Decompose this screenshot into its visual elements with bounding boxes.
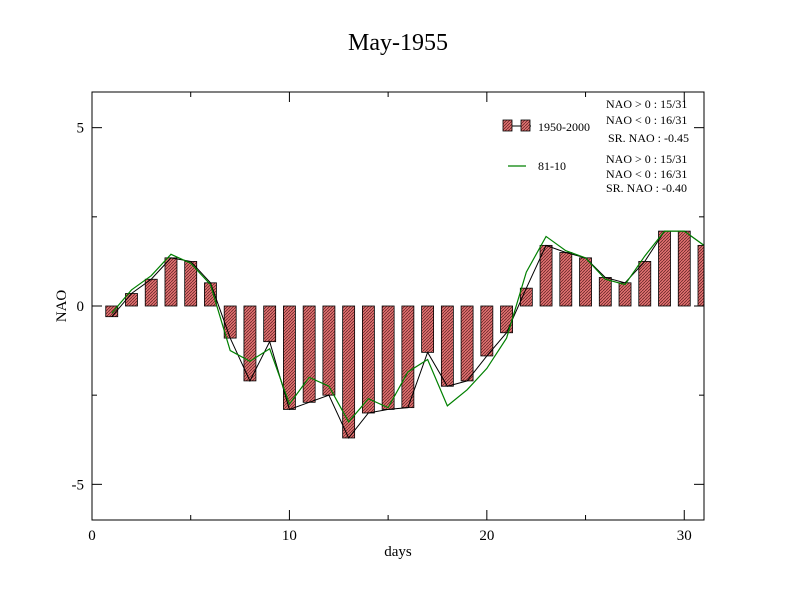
chart-title: May-1955 (348, 30, 448, 56)
bar-day-20 (480, 305, 494, 357)
x-tick-label-0: 0 (88, 528, 96, 544)
x-tick-label-10: 10 (282, 528, 297, 544)
bar-day-9 (263, 305, 277, 343)
stat-8110-sr: SR. NAO : -0.40 (606, 181, 687, 195)
x-axis-label: days (384, 544, 412, 560)
bar-day-14 (361, 305, 375, 414)
bar-day-24 (559, 252, 573, 307)
y-tick-label-5: 5 (77, 121, 85, 137)
bar-day-29 (658, 230, 671, 307)
stat-8110-neg: NAO < 0 : 16/31 (606, 167, 687, 181)
legend-swatch-1950 (502, 119, 513, 132)
y-tick-label-0: 0 (77, 299, 85, 315)
bar-day-26 (598, 277, 612, 307)
stat-1950-neg: NAO < 0 : 16/31 (606, 113, 687, 127)
legend-label-1950: 1950-2000 (538, 120, 590, 134)
x-tick-label-30: 30 (677, 528, 692, 544)
bar-day-7 (223, 305, 237, 339)
bar-day-28 (638, 261, 652, 307)
81-10-line (111, 230, 705, 423)
bar-day-11 (302, 305, 316, 403)
bar-day-3 (144, 278, 158, 307)
stat-1950-sr: SR. NAO : -0.45 (608, 131, 689, 145)
y-tick-label--5: -5 (72, 477, 85, 493)
bar-day-15 (381, 305, 395, 410)
legend-label-8110: 81-10 (538, 159, 566, 173)
bar-day-31 (697, 244, 705, 307)
stat-8110-pos: NAO > 0 : 15/31 (606, 152, 687, 166)
bar-day-8 (243, 305, 257, 382)
legend: 1950-2000 81-10 NAO > 0 : 15/31 NAO < 0 … (502, 97, 689, 195)
bar-day-4 (164, 257, 178, 307)
bar-day-17 (421, 305, 435, 353)
1950-2000-line (111, 230, 705, 439)
bar-day-25 (579, 257, 592, 307)
bar-day-13 (342, 305, 356, 439)
bar-day-27 (618, 282, 632, 307)
bar-day-19 (460, 305, 474, 382)
bar-day-30 (677, 230, 691, 307)
y-axis-label: NAO (54, 290, 70, 323)
x-tick-label-20: 20 (479, 528, 494, 544)
bar-day-21 (500, 305, 513, 334)
bar-day-18 (440, 305, 454, 387)
bar-day-16 (401, 305, 415, 409)
bar-day-12 (322, 305, 336, 396)
stat-1950-pos: NAO > 0 : 15/31 (606, 97, 687, 111)
legend-swatch-1950b (520, 119, 531, 132)
